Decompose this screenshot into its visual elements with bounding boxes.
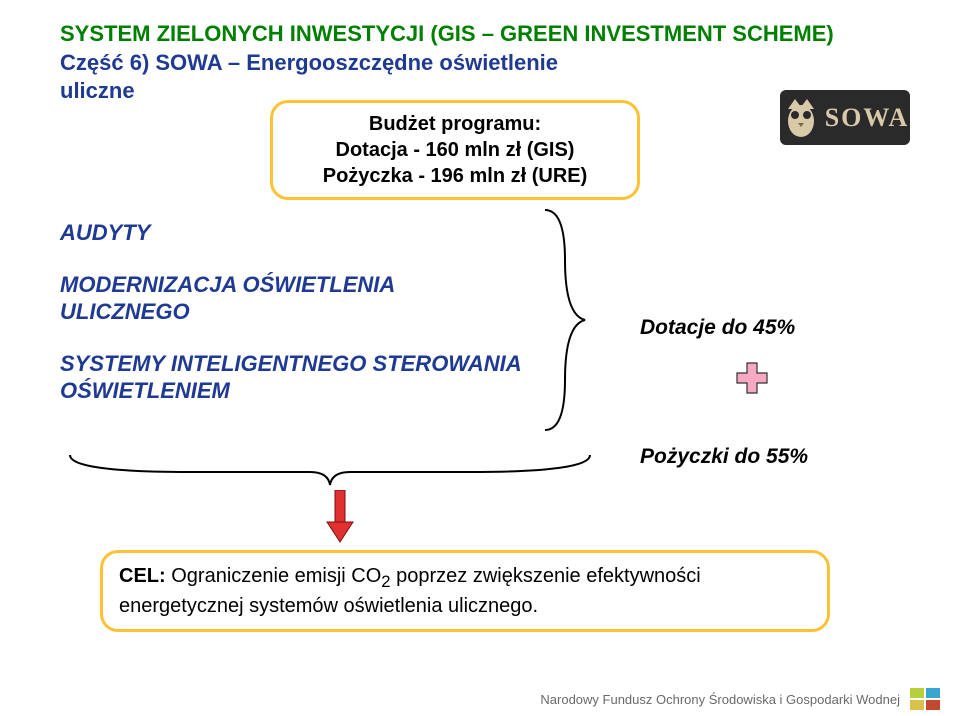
budget-box: Budżet programu: Dotacja - 160 mln zł (G…: [270, 100, 640, 200]
pozyczki-row: Pożyczki do 55%: [640, 445, 890, 469]
cel-box: CEL: Ograniczenie emisji CO2 poprzez zwi…: [100, 550, 830, 632]
dotacje-row: Dotacje do 45%: [640, 265, 890, 391]
footer: Narodowy Fundusz Ochrony Środowiska i Go…: [540, 688, 940, 710]
cel-label: CEL:: [119, 565, 166, 587]
footer-text: Narodowy Fundusz Ochrony Środowiska i Go…: [540, 692, 900, 707]
list-block: AUDYTY MODERNIZACJA OŚWIETLENIA ULICZNEG…: [60, 220, 530, 430]
title-line1: SYSTEM ZIELONYCH INWESTYCJI (GIS – GREEN…: [60, 20, 920, 49]
list-item-2: MODERNIZACJA OŚWIETLENIA ULICZNEGO: [60, 272, 530, 325]
arrow-down-icon: [325, 490, 355, 545]
sowa-logo: SOWA: [780, 90, 910, 145]
budget-line3: Pożyczka - 196 mln zł (URE): [289, 163, 621, 189]
list-item-1: AUDYTY: [60, 220, 530, 246]
budget-line1: Budżet programu:: [289, 111, 621, 137]
pozyczki-label: Pożyczki do 55%: [640, 445, 808, 469]
cel-text-1: Ograniczenie emisji CO: [166, 565, 382, 587]
owl-icon: [781, 95, 821, 140]
slide: SYSTEM ZIELONYCH INWESTYCJI (GIS – GREEN…: [0, 0, 960, 716]
sowa-logo-text: SOWA: [825, 103, 910, 133]
list-item-3: SYSTEMY INTELIGENTNEGO STEROWANIA OŚWIET…: [60, 351, 530, 404]
footer-logo-icon: [910, 688, 940, 710]
right-brace-icon: [530, 200, 600, 440]
cel-sub: 2: [381, 572, 390, 591]
bottom-brace-icon: [60, 450, 600, 490]
title-line2: Część 6) SOWA – Energooszczędne oświetle…: [60, 49, 920, 78]
plus-icon: [735, 361, 765, 391]
right-labels: Dotacje do 45% Pożyczki do 55%: [640, 265, 890, 539]
budget-line2: Dotacja - 160 mln zł (GIS): [289, 137, 621, 163]
dotacje-label: Dotacje do 45%: [640, 316, 795, 340]
